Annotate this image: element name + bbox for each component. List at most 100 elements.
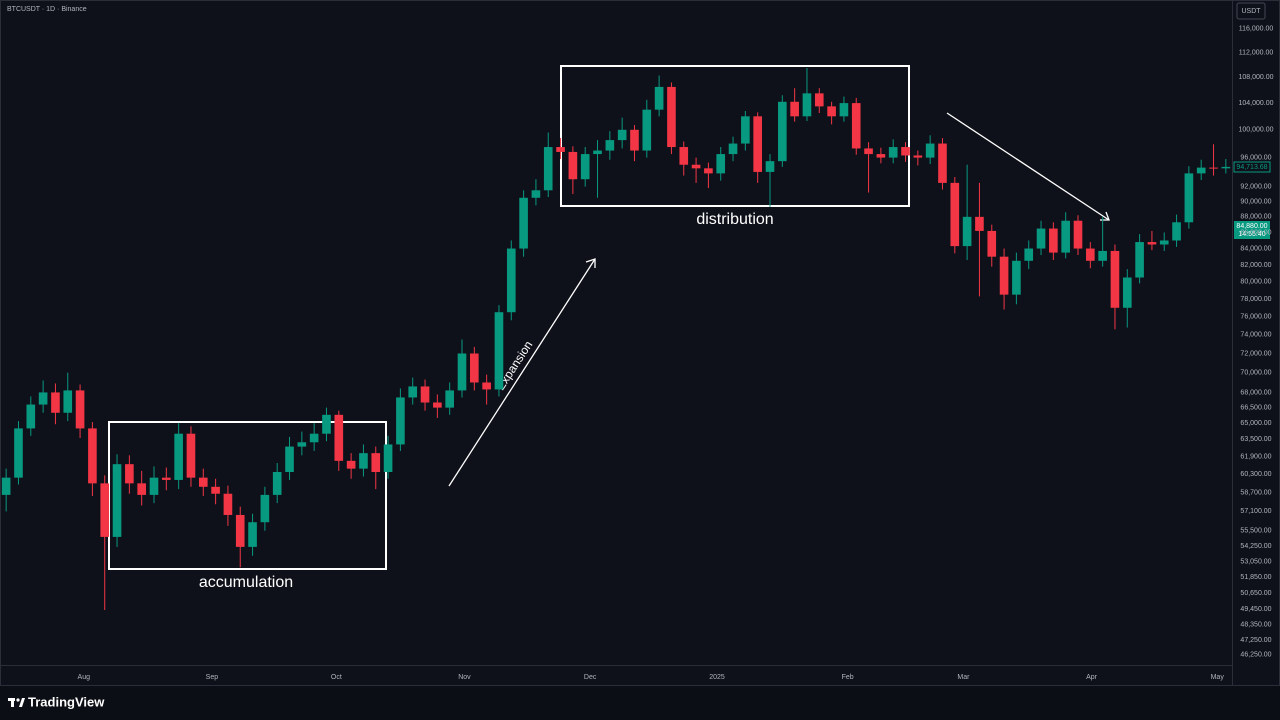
x-tick-label: Apr [1086,674,1098,681]
y-tick-label: 68,000.00 [1240,389,1271,396]
candle-body [962,216,972,247]
y-tick-label: 100,000.00 [1238,127,1273,134]
candle-body [531,190,541,198]
candle-body [938,143,947,183]
y-tick-label: 51,850.00 [1240,574,1271,581]
currency-label[interactable]: USDT [1241,8,1261,15]
candle-body [728,143,738,155]
candle-body [630,129,639,151]
candle-body [235,514,245,547]
candle-body [211,486,220,494]
candle-body [346,460,356,469]
candle-body [741,116,750,144]
candle-body [112,464,122,537]
candle-body [14,428,23,478]
y-tick-label: 63,500.00 [1240,436,1271,443]
y-tick-label: 58,700.00 [1240,489,1271,496]
candle-body [162,477,171,480]
annotation-text: accumulation [199,574,293,591]
candle-body [38,392,48,405]
candle-body [88,428,97,484]
candle-body [420,386,430,403]
candle-body [839,103,849,117]
candle-body [1036,228,1046,249]
candle-body [593,150,602,155]
candle-body [987,230,997,257]
candle-body [802,93,812,117]
y-tick-label: 47,250.00 [1240,637,1271,644]
distribution-box [560,65,910,207]
candle-body [999,256,1009,295]
candle-body [975,216,984,231]
candle-body [667,86,676,148]
candle-body [1135,242,1144,278]
y-tick-label: 86,000.00 [1240,229,1271,236]
candle-body [1073,220,1083,249]
x-tick-label: Sep [206,674,219,681]
candle-body [1110,250,1120,308]
brand-name: TradingView [28,694,105,709]
candle-body [1086,248,1095,261]
candle-body [506,248,516,313]
candle-body [864,148,873,155]
candle-body [876,154,886,158]
candle-body [1159,240,1169,245]
candle-body [1147,242,1157,245]
candle-body [1012,260,1021,295]
candle-body [285,446,294,473]
candle-body [913,155,923,158]
candle-body [753,116,762,172]
candle-body [605,140,615,151]
y-tick-label: 96,000.00 [1240,154,1271,161]
candle-body [272,472,282,495]
candle-body [408,386,418,398]
candle-body [827,106,836,117]
candle-body [778,101,787,162]
candle-body [519,197,528,249]
candle-body [543,147,553,191]
candle-body [851,103,861,149]
y-tick-label: 57,100.00 [1240,508,1271,515]
arrow-head [585,258,596,268]
candle-body [371,453,381,473]
y-tick-label: 72,000.00 [1240,350,1271,357]
x-tick-label: May [1211,674,1225,681]
candle-body [925,143,935,158]
y-tick-label: 112,000.00 [1239,49,1274,56]
x-tick-label: Feb [842,674,854,681]
candle-body [137,483,146,495]
y-tick-label: 66,500.00 [1240,404,1271,411]
candle-body [51,392,60,413]
candle-body [814,93,824,107]
y-tick-label: 78,000.00 [1240,296,1271,303]
candle-body [642,109,652,151]
candle-body [1061,220,1070,253]
candle-body [580,154,590,180]
currency-button[interactable] [1236,2,1266,20]
candle-body [1098,250,1107,261]
candle-body [482,382,491,390]
candle-body [765,161,775,172]
candle-body [223,493,233,515]
candle-body [1196,167,1206,174]
candle-body [568,151,578,180]
candle-body [1209,167,1218,169]
candle-body [1172,222,1181,241]
x-tick-label: 2025 [709,674,725,681]
price-tag [1234,221,1270,239]
candle-body [790,101,799,117]
candle-body [322,414,331,434]
x-tick-label: Aug [78,674,91,681]
x-tick-label: Nov [458,674,471,681]
candle-body [396,397,405,445]
y-tick-label: 74,000.00 [1240,332,1271,339]
candle-body [617,129,627,141]
y-tick-label: 49,450.00 [1240,606,1271,613]
candle-body [950,182,960,247]
candle-body [1,477,11,495]
candle-body [63,390,73,413]
y-tick-label: 88,000.00 [1240,214,1271,221]
candle-body [556,147,565,152]
candle-body [433,402,442,408]
